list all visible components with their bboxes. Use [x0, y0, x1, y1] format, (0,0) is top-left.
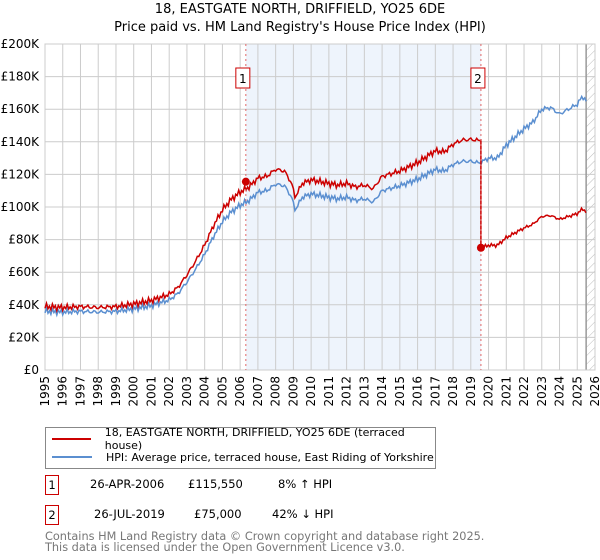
x-tick-label: 2001 [144, 376, 158, 407]
y-tick-label: £180K [1, 70, 41, 84]
sale-label-box-1 [235, 67, 251, 89]
legend-label-price: 18, EASTGATE NORTH, DRIFFIELD, YO25 6DE … [104, 426, 405, 452]
x-tick-label: 1995 [38, 376, 52, 407]
sale-date: 26-JUL-2019 [94, 507, 165, 521]
x-tick-label: 2004 [198, 376, 212, 407]
x-tick-label: 2007 [251, 376, 265, 407]
x-tick-label: 2008 [269, 376, 283, 407]
hpi-line [44, 94, 587, 318]
sale-marker-2: 2 [45, 505, 59, 525]
x-tick-label: 2024 [553, 376, 567, 407]
x-tick-label: 2020 [482, 376, 496, 407]
y-tick-label: £0 [24, 363, 39, 377]
sale-marker-1: 1 [45, 475, 59, 495]
x-tick-label: 2010 [304, 376, 318, 407]
x-tick-label: 2009 [286, 376, 300, 407]
x-tick-label: 2016 [411, 376, 425, 407]
x-tick-label: 2022 [517, 376, 531, 407]
sale-label-box-2 [470, 67, 486, 89]
x-tick-label: 2005 [215, 376, 229, 407]
x-tick-label: 2011 [322, 376, 336, 407]
sale-point-1 [241, 177, 250, 186]
x-tick-label: 1997 [73, 376, 87, 407]
sale-hpi: 8% ↑ HPI [278, 477, 333, 491]
x-tick-label: 2019 [464, 376, 478, 407]
legend-item-hpi: HPI: Average price, terraced house, East… [52, 449, 434, 465]
sale-label-1: 1 [239, 72, 247, 86]
plot-border [44, 43, 596, 371]
chart-title: 18, EASTGATE NORTH, DRIFFIELD, YO25 6DE [154, 2, 446, 17]
sale-label-2: 2 [474, 72, 482, 86]
x-tick-label: 1999 [109, 376, 123, 407]
x-tick-label: 2000 [127, 376, 141, 407]
legend-swatch-price [52, 438, 91, 440]
y-tick-label: £20K [8, 330, 40, 344]
legend-item-price: 18, EASTGATE NORTH, DRIFFIELD, YO25 6DE … [52, 426, 435, 452]
sale-price: £75,000 [194, 507, 242, 521]
y-tick-label: £120K [1, 167, 41, 181]
x-tick-label: 1996 [56, 376, 70, 407]
x-tick-label: 2023 [535, 376, 549, 407]
footer-line: This data is licensed under the Open Gov… [45, 541, 405, 554]
sale-row-1: 1 26-APR-2006 £115,550 8% ↑ HPI [45, 475, 600, 495]
legend-label-hpi: HPI: Average price, terraced house, East… [106, 450, 434, 464]
sale-point-2 [476, 243, 485, 252]
sale-row-2: 2 26-JUL-2019 £75,000 42% ↓ HPI [45, 505, 600, 525]
y-tick-label: £200K [1, 37, 41, 51]
x-tick-label: 2015 [393, 376, 407, 407]
x-tick-label: 2021 [499, 376, 513, 407]
price-chart: 1995 1996 1997 1998 1999 2000 2001 2002 2003 2004… [1, 37, 600, 407]
y-tick-label: £80K [8, 233, 40, 247]
y-tick-label: £140K [1, 135, 41, 149]
y-tick-label: £100K [1, 200, 41, 214]
y-tick-label: £160K [1, 102, 41, 116]
x-tick-label: 2025 [570, 376, 584, 407]
chart-subtitle: Price paid vs. HM Land Registry's House … [114, 20, 486, 35]
x-tick-label: 2014 [375, 376, 389, 407]
legend: 18, EASTGATE NORTH, DRIFFIELD, YO25 6DE … [45, 426, 436, 469]
legend-swatch-hpi [52, 456, 92, 458]
y-tick-label: £40K [8, 298, 40, 312]
x-tick-label: 2002 [162, 376, 176, 407]
x-tick-label: 2026 [588, 376, 600, 407]
x-tick-label: 2006 [233, 376, 247, 407]
sale-hpi: 42% ↓ HPI [272, 507, 334, 521]
x-tick-label: 2018 [446, 376, 460, 407]
sale-price: £115,550 [188, 477, 243, 491]
x-tick-label: 2017 [428, 376, 442, 407]
x-tick-label: 2003 [180, 376, 194, 407]
price-line [44, 136, 587, 314]
x-tick-label: 1998 [91, 376, 105, 407]
x-tick-label: 2012 [340, 376, 354, 407]
x-tick-label: 2013 [357, 376, 371, 407]
footer-line: Contains HM Land Registry data © Crown c… [45, 530, 485, 543]
footer: Contains HM Land Registry data © Crown c… [45, 531, 484, 553]
y-tick-label: £60K [8, 265, 40, 279]
sale-date: 26-APR-2006 [90, 477, 165, 491]
